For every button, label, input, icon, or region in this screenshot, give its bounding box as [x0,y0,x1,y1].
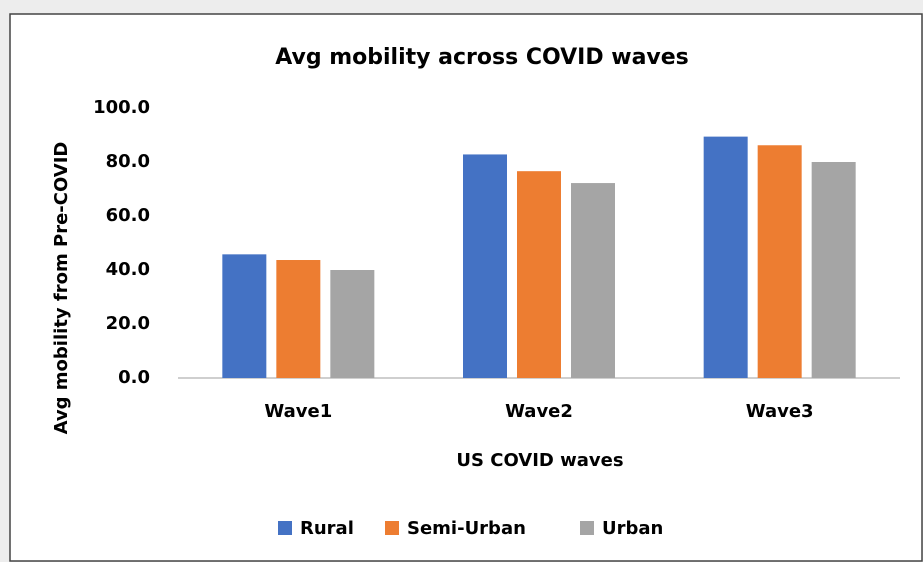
bar [703,136,748,378]
y-tick-label: 100.0 [93,97,150,118]
legend-label: Rural [300,518,354,539]
legend-label: Semi-Urban [407,518,526,539]
y-tick-label: 40.0 [106,259,150,280]
legend-label: Urban [602,518,663,539]
y-tick-label: 0.0 [118,367,150,388]
bar [517,171,561,378]
y-tick-label: 20.0 [106,313,150,334]
x-axis-label: US COVID waves [456,450,623,471]
legend-swatch [278,521,292,535]
legend-swatch [385,521,399,535]
bar [757,145,802,378]
bar [222,254,267,378]
bar [811,162,856,378]
chart-title: Avg mobility across COVID waves [275,45,689,70]
bar [571,183,615,378]
y-axis-label: Avg mobility from Pre-COVID [51,142,72,435]
bar [276,260,321,378]
y-tick-label: 60.0 [106,205,150,226]
x-tick-label: Wave3 [746,401,814,422]
x-tick-label: Wave2 [505,401,573,422]
bar [463,154,507,378]
bar [330,270,375,378]
y-tick-label: 80.0 [106,151,150,172]
x-tick-label: Wave1 [264,401,332,422]
legend-swatch [580,521,594,535]
